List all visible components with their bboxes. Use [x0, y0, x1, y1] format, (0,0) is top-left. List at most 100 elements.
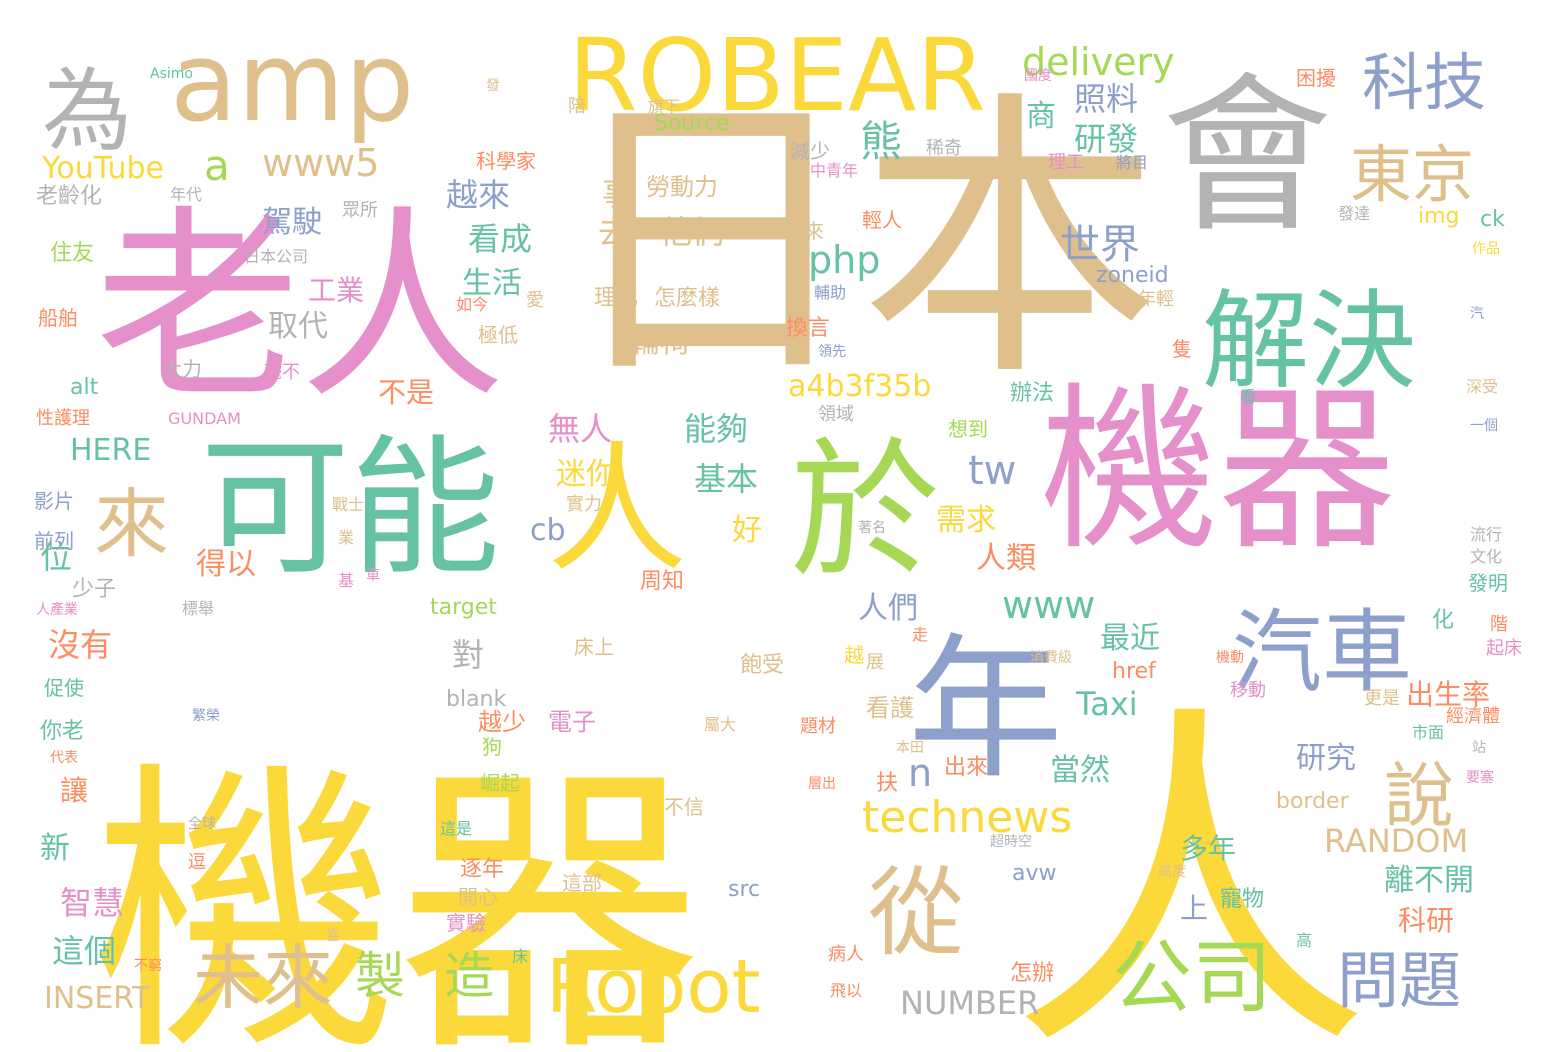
- word-155: 基: [338, 571, 354, 590]
- word-86: 床上: [574, 635, 614, 659]
- word-197: 飛以: [830, 981, 862, 1000]
- word-122: 困擾: [1296, 66, 1336, 90]
- word-171: 更是: [1364, 688, 1400, 709]
- word-185: 崛起: [480, 771, 520, 795]
- word-30: php: [808, 238, 880, 282]
- word-62: 當然: [1050, 753, 1110, 788]
- word-26: delivery: [1022, 40, 1175, 84]
- word-176: 促使: [44, 676, 84, 700]
- word-168: 消費級: [1030, 650, 1072, 666]
- word-169: 機動: [1216, 650, 1244, 666]
- word-195: 高: [1296, 931, 1312, 950]
- word-57: 最近: [1100, 621, 1160, 656]
- word-6: 於: [790, 425, 940, 599]
- word-85: 飽受: [740, 653, 784, 678]
- word-159: 發明: [1468, 571, 1508, 595]
- word-187: 全球: [188, 815, 216, 832]
- word-174: 站: [1472, 740, 1486, 756]
- word-152: 戰士: [332, 495, 364, 514]
- word-29: www: [1002, 583, 1095, 627]
- word-32: a: [204, 141, 230, 190]
- word-20: 說: [1384, 755, 1454, 837]
- word-82: 輪椅: [630, 325, 690, 360]
- word-1: 機器: [92, 737, 702, 1052]
- word-131: 船舶: [38, 306, 78, 330]
- word-163: 標舉: [182, 599, 214, 618]
- word-38: 商: [1026, 99, 1056, 134]
- word-17: Robot: [546, 944, 761, 1030]
- word-94: 這部: [562, 871, 602, 895]
- word-105: border: [1276, 789, 1350, 814]
- word-158: 文化: [1470, 547, 1502, 566]
- word-113: 發: [486, 78, 500, 94]
- word-148: 想到: [948, 417, 988, 441]
- word-31: tw: [968, 448, 1016, 494]
- word-106: img: [1418, 204, 1460, 229]
- word-184: 層出: [808, 776, 836, 792]
- word-123: 國度: [1024, 68, 1052, 84]
- word-24: 製: [355, 947, 405, 1005]
- word-136: 毫不: [264, 362, 300, 383]
- word-93: 實驗: [446, 911, 486, 935]
- word-172: 經濟體: [1446, 706, 1500, 727]
- word-84: 怎麼樣: [654, 286, 720, 311]
- word-67: 多年: [1180, 832, 1236, 865]
- word-153: 業: [338, 528, 354, 547]
- word-45: a4b3f35b: [788, 369, 931, 404]
- word-68: 上: [1180, 892, 1208, 925]
- word-9: 年: [908, 619, 1063, 800]
- word-166: 展: [866, 652, 884, 673]
- word-194: 病人: [828, 944, 864, 965]
- word-54: cb: [530, 513, 566, 548]
- word-189: 逗: [188, 852, 206, 873]
- word-0: 日本: [560, 67, 1160, 416]
- word-132: 如今: [456, 295, 488, 314]
- word-41: 生活: [462, 266, 522, 301]
- word-104: href: [1112, 659, 1157, 684]
- word-36: 照料: [1074, 80, 1138, 118]
- word-81: 勞動力: [646, 173, 718, 201]
- word-98: 扶: [876, 771, 898, 796]
- word-114: 陪: [568, 96, 586, 117]
- word-14: 從: [868, 857, 964, 969]
- word-140: 年輕: [1138, 289, 1174, 310]
- word-186: 不信: [664, 795, 704, 819]
- word-162: 人產業: [36, 601, 78, 618]
- word-49: 基本: [694, 460, 758, 498]
- word-99: 怎辦: [1010, 961, 1054, 986]
- word-23: 問題: [1337, 944, 1461, 1017]
- word-129: 日本公司: [244, 247, 308, 266]
- word-8: 可能: [200, 422, 500, 596]
- word-128: 眾所: [342, 200, 378, 221]
- word-92: 開心: [458, 885, 498, 909]
- word-60: Taxi: [1075, 685, 1138, 723]
- word-28: technews: [862, 792, 1072, 843]
- word-110: Source: [654, 111, 730, 136]
- word-42: 駕駛: [262, 205, 322, 240]
- word-18: 來: [94, 480, 169, 568]
- word-177: 繁榮: [192, 708, 220, 724]
- word-70: 這個: [52, 932, 116, 970]
- word-126: 年代: [170, 185, 202, 204]
- word-190: 超時空: [990, 834, 1032, 850]
- word-58: 對: [452, 636, 484, 674]
- word-96: 看護: [866, 694, 914, 722]
- word-37: 研發: [1074, 120, 1138, 158]
- word-119: 中青年: [810, 161, 858, 180]
- word-120: 理工: [1048, 152, 1084, 173]
- word-154: 著名: [858, 520, 886, 536]
- word-192: 喜: [326, 928, 340, 944]
- word-66: 科研: [1398, 904, 1454, 937]
- word-112: GUNDAM: [168, 409, 241, 428]
- word-33: n: [908, 751, 932, 795]
- word-191: 高度: [1158, 863, 1186, 880]
- word-11: ROBEAR: [568, 17, 986, 134]
- word-107: ck: [1480, 207, 1505, 232]
- word-143: 看: [1240, 387, 1256, 406]
- word-102: blank: [446, 687, 507, 712]
- word-101: avw: [1012, 861, 1057, 886]
- word-15: 汽車: [1232, 600, 1412, 705]
- word-47: 無人: [548, 410, 612, 448]
- word-79: 去: [598, 213, 630, 251]
